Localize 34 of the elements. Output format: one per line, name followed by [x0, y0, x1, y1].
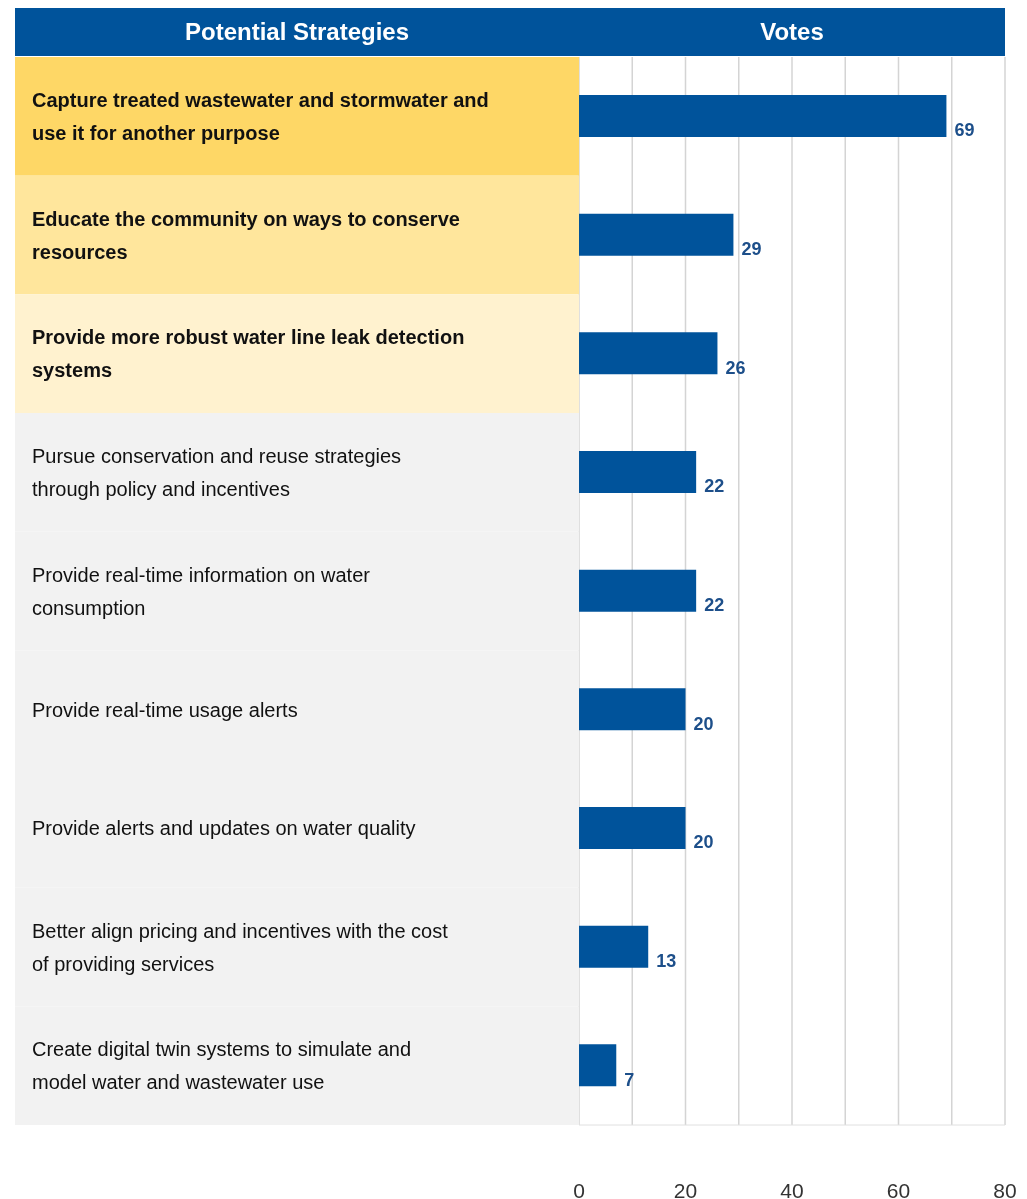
y-tick-label: Educate the community on ways to conserve resources [32, 207, 460, 263]
y-tick-label: Provide alerts and updates on water quality [32, 817, 416, 840]
bar [579, 1044, 617, 1087]
bar [579, 925, 649, 968]
x-tick-label: 0 [573, 1178, 585, 1199]
y-tick-label: Pursue conservation and reuse strategies through policy and incentives [32, 444, 402, 500]
data-label: 20 [693, 713, 714, 734]
y-tick-label: Capture treated wastewater and stormwater and use it for another purpose [32, 88, 489, 144]
x-axis-title: Votes [759, 18, 825, 46]
x-tick-label: 80 [993, 1178, 1017, 1199]
bar [579, 213, 734, 256]
bar [579, 807, 686, 849]
data-label: 69 [954, 120, 975, 141]
data-label: 26 [725, 357, 746, 378]
bar [579, 688, 686, 731]
data-label: 29 [741, 239, 762, 260]
data-label: 13 [656, 951, 677, 972]
y-tick-label: Provide real-time usage alerts [32, 698, 298, 721]
bar [579, 451, 697, 493]
data-label: 20 [693, 832, 714, 853]
x-tick-label: 20 [673, 1178, 698, 1199]
bar [579, 569, 697, 612]
x-tick-label: 40 [780, 1178, 804, 1199]
y-tick-label: Better align pricing and incentives with the cost of providing services [32, 919, 449, 975]
bar [579, 95, 947, 137]
y-tick-label: Provide more robust water line leak detection systems [32, 326, 465, 382]
x-tick-label: 60 [886, 1178, 911, 1199]
data-label: 22 [704, 476, 725, 497]
bar [579, 332, 718, 375]
y-axis-title: Potential Strategies [183, 18, 411, 46]
y-tick-label: Provide real-time information on water consumption [32, 563, 371, 619]
data-label: 7 [624, 1069, 635, 1090]
y-tick-label: Create digital twin systems to simulate and model water and wastewater use [32, 1038, 412, 1094]
data-label: 22 [704, 595, 725, 616]
